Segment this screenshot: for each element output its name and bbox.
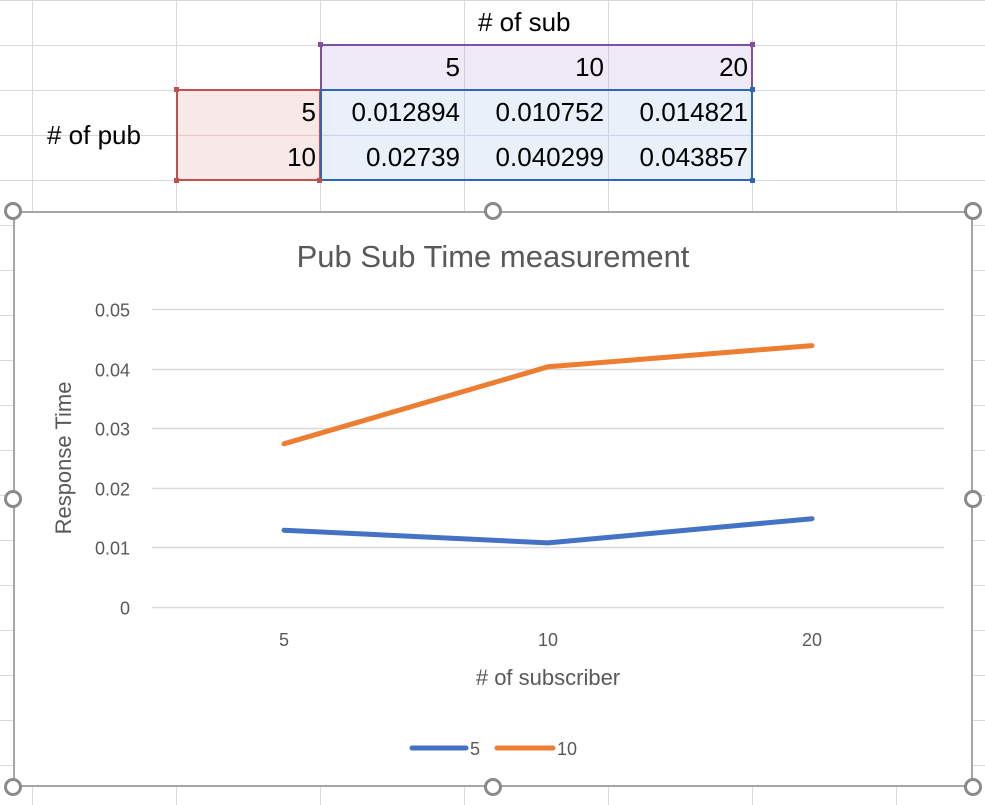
sub-value-cell[interactable]: 20	[719, 52, 748, 82]
data-cell[interactable]: 0.014821	[639, 97, 748, 127]
sub-value-cell[interactable]: 10	[575, 52, 604, 82]
pub-header-cell[interactable]: # of pub	[47, 120, 141, 150]
x-tick-label: 5	[279, 630, 289, 650]
chart-legend[interactable]: 5 10	[409, 739, 577, 759]
sub-value-cell[interactable]: 5	[445, 52, 460, 82]
data-range-handle-br[interactable]	[750, 178, 755, 183]
y-axis-tick-labels: 0 0.01 0.02 0.03 0.04 0.05	[95, 301, 130, 619]
chart-resize-handle-bl[interactable]	[4, 778, 22, 796]
sub-range-handle-tr[interactable]	[750, 42, 755, 47]
data-cell[interactable]: 0.02739	[366, 142, 460, 172]
chart-resize-handle-ml[interactable]	[4, 490, 22, 508]
y-tick-label: 0.03	[95, 420, 130, 440]
pub-range-handle-bl[interactable]	[174, 178, 179, 183]
x-tick-label: 20	[802, 630, 822, 650]
pub-range-handle-br[interactable]	[317, 178, 322, 183]
series-line-5[interactable]	[281, 516, 815, 546]
x-axis-tick-labels: 5 10 20	[279, 630, 822, 650]
legend-label: 5	[470, 739, 480, 759]
chart-resize-handle-tc[interactable]	[484, 202, 502, 220]
x-tick-label: 10	[538, 630, 558, 650]
series-lines	[281, 343, 815, 546]
pub-range-handle-tl[interactable]	[174, 87, 179, 92]
x-axis-title[interactable]: # of subscriber	[476, 665, 620, 690]
y-tick-label: 0	[120, 599, 130, 619]
y-tick-label: 0.02	[95, 480, 130, 500]
data-cell[interactable]: 0.040299	[495, 142, 604, 172]
y-tick-label: 0.01	[95, 539, 130, 559]
chart-area[interactable]	[13, 211, 973, 787]
pub-value-cell[interactable]: 5	[301, 97, 316, 127]
data-cell[interactable]: 0.010752	[495, 97, 604, 127]
chart-resize-handle-mr[interactable]	[964, 490, 982, 508]
sub-header-cell[interactable]: # of sub	[478, 7, 571, 37]
chart-gridlines	[152, 308, 944, 609]
chart-resize-handle-tr[interactable]	[964, 202, 982, 220]
y-axis-title[interactable]: Response Time	[51, 382, 76, 535]
data-cell[interactable]: 0.043857	[639, 142, 748, 172]
series-line-10[interactable]	[281, 343, 815, 447]
data-cell[interactable]: 0.012894	[351, 97, 460, 127]
y-tick-label: 0.04	[95, 361, 130, 381]
legend-label: 10	[557, 739, 577, 759]
y-tick-label: 0.05	[95, 301, 130, 321]
chart-resize-handle-br[interactable]	[964, 778, 982, 796]
chart-title[interactable]: Pub Sub Time measurement	[297, 239, 690, 274]
sub-range-handle-tl[interactable]	[318, 42, 323, 47]
data-range-handle-tr[interactable]	[750, 87, 755, 92]
pub-value-cell[interactable]: 10	[287, 142, 316, 172]
chart-resize-handle-bc[interactable]	[484, 778, 502, 796]
chart-resize-handle-tl[interactable]	[4, 202, 22, 220]
